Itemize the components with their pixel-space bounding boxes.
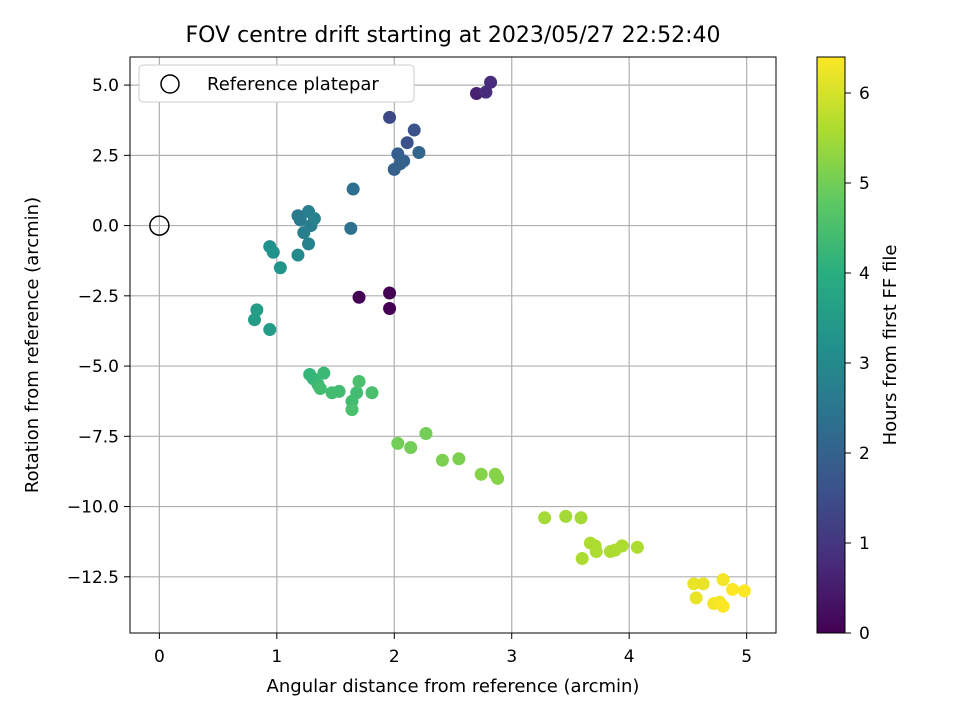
data-point bbox=[479, 85, 493, 99]
y-tick-label: −7.5 bbox=[78, 427, 119, 447]
data-point bbox=[452, 452, 466, 466]
x-tick-label: 0 bbox=[154, 647, 165, 667]
grid bbox=[130, 57, 776, 633]
colorbar-tick-label: 6 bbox=[859, 84, 870, 104]
data-point bbox=[307, 212, 321, 226]
colorbar-tick-label: 1 bbox=[859, 534, 870, 554]
data-point bbox=[350, 386, 364, 400]
y-tick-label: −5.0 bbox=[78, 357, 119, 377]
y-tick-label: −10.0 bbox=[67, 498, 119, 518]
data-point bbox=[266, 245, 280, 259]
data-point bbox=[383, 286, 397, 300]
data-point bbox=[383, 301, 397, 315]
data-point bbox=[317, 366, 331, 380]
colorbar-label: Hours from first FF file bbox=[880, 245, 901, 446]
data-point bbox=[588, 539, 602, 553]
data-point bbox=[397, 154, 411, 168]
legend-marker bbox=[160, 74, 180, 94]
data-points bbox=[248, 75, 751, 613]
data-point bbox=[407, 123, 421, 137]
legend: Reference platepar bbox=[138, 64, 415, 103]
legend-box bbox=[138, 64, 415, 103]
data-point bbox=[696, 577, 710, 591]
data-point bbox=[689, 591, 703, 605]
data-point bbox=[404, 441, 418, 455]
x-tick-label: 3 bbox=[506, 647, 517, 667]
data-point bbox=[574, 511, 588, 525]
data-point bbox=[273, 261, 287, 275]
data-point bbox=[365, 386, 379, 400]
data-point bbox=[716, 573, 730, 587]
y-tick-label: −2.5 bbox=[78, 287, 119, 307]
x-axis-ticks: 0 1 2 3 4 5 bbox=[154, 633, 752, 667]
data-point bbox=[491, 471, 505, 485]
data-point bbox=[248, 313, 262, 327]
data-point bbox=[352, 290, 366, 304]
data-point bbox=[484, 75, 498, 89]
x-tick-label: 4 bbox=[624, 647, 635, 667]
data-point bbox=[344, 221, 358, 235]
data-point bbox=[630, 540, 644, 554]
data-point bbox=[687, 577, 701, 591]
data-point bbox=[737, 584, 751, 598]
colorbar-tick-label: 3 bbox=[859, 354, 870, 374]
data-point bbox=[575, 552, 589, 566]
x-tick-label: 1 bbox=[271, 647, 282, 667]
data-point bbox=[345, 403, 359, 417]
data-point bbox=[346, 182, 360, 196]
y-axis-ticks: 5.0 2.5 0.0 −2.5 −5.0 −7.5 −10.0 −12.5 bbox=[67, 76, 130, 588]
data-point bbox=[435, 453, 449, 467]
y-tick-label: 0.0 bbox=[92, 217, 119, 237]
data-point bbox=[383, 110, 397, 124]
colorbar-tick-label: 4 bbox=[859, 264, 870, 284]
data-point bbox=[293, 213, 307, 227]
data-point bbox=[313, 382, 327, 396]
y-axis-label: Rotation from reference (arcmin) bbox=[22, 197, 43, 493]
data-point bbox=[250, 303, 264, 317]
data-point bbox=[400, 136, 414, 150]
data-point bbox=[538, 511, 552, 525]
data-point bbox=[412, 146, 426, 160]
data-point bbox=[387, 162, 401, 176]
plot-frame bbox=[129, 56, 777, 634]
reference-marker bbox=[149, 215, 170, 236]
data-point bbox=[302, 237, 316, 251]
legend-label: Reference platepar bbox=[207, 74, 379, 95]
colorbar-gradient bbox=[816, 56, 846, 634]
data-point bbox=[332, 384, 346, 398]
data-point bbox=[291, 248, 305, 262]
y-tick-label: 2.5 bbox=[92, 146, 119, 166]
data-point bbox=[263, 323, 277, 337]
colorbar-ticks: 0 1 2 3 4 5 6 bbox=[845, 84, 870, 644]
colorbar-tick-label: 2 bbox=[859, 444, 870, 464]
colorbar-tick-label: 5 bbox=[859, 174, 870, 194]
chart-title: FOV centre drift starting at 2023/05/27 … bbox=[186, 23, 721, 48]
data-point bbox=[726, 582, 740, 596]
x-tick-label: 5 bbox=[741, 647, 752, 667]
data-point bbox=[474, 467, 488, 481]
colorbar-tick-label: 0 bbox=[859, 624, 870, 644]
data-point bbox=[391, 436, 405, 450]
data-point bbox=[352, 375, 366, 389]
data-point bbox=[559, 509, 573, 523]
y-tick-label: 5.0 bbox=[92, 76, 119, 96]
reference-point bbox=[149, 215, 170, 236]
x-tick-label: 2 bbox=[389, 647, 400, 667]
data-point bbox=[615, 539, 629, 553]
y-tick-label: −12.5 bbox=[67, 568, 119, 588]
data-point bbox=[419, 427, 433, 441]
colorbar: 0 1 2 3 4 5 6 Hours from first FF file bbox=[816, 56, 901, 644]
data-point bbox=[716, 599, 730, 613]
x-axis-label: Angular distance from reference (arcmin) bbox=[267, 676, 640, 697]
